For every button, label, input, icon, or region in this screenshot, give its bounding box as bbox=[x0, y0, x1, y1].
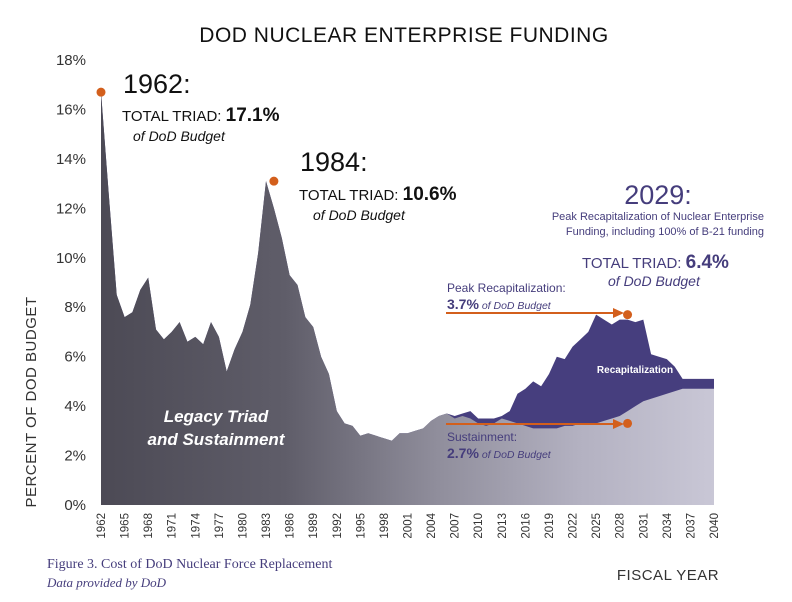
x-tick-label: 2016 bbox=[520, 513, 532, 539]
annotation-1962-sub: of DoD Budget bbox=[133, 128, 226, 144]
chart-areas bbox=[101, 92, 714, 505]
x-tick-label: 1968 bbox=[143, 513, 155, 539]
x-tick-label: 2022 bbox=[568, 513, 580, 539]
peak-recap-label: Peak Recapitalization: bbox=[447, 281, 566, 295]
y-axis-label: PERCENT OF DOD BUDGET bbox=[23, 296, 40, 507]
x-tick-label: 2040 bbox=[709, 513, 721, 539]
legacy-label-line2: and Sustainment bbox=[148, 430, 286, 449]
x-tick-label: 1962 bbox=[96, 513, 108, 539]
x-tick-label: 2010 bbox=[473, 513, 485, 539]
x-tick-label: 1971 bbox=[167, 513, 179, 539]
annotation-marker bbox=[623, 310, 633, 320]
sustainment-label: Sustainment: bbox=[447, 430, 517, 444]
annotation-1984-pct: 10.6% bbox=[403, 184, 457, 205]
peak-recap-arrow bbox=[446, 308, 624, 318]
sustainment-pct: 2.7% bbox=[447, 445, 479, 461]
x-tick-label: 2019 bbox=[544, 513, 556, 539]
annotation-2029-year: 2029: bbox=[624, 180, 692, 210]
chart-title: DOD NUCLEAR ENTERPRISE FUNDING bbox=[199, 24, 608, 47]
annotation-1962-label: TOTAL TRIAD: bbox=[122, 108, 226, 125]
x-tick-label: 2031 bbox=[638, 513, 650, 539]
sustainment-arrow bbox=[446, 419, 624, 429]
x-axis: 1962 1965 1968 1971 1974 1977 1980 1983 1986 1989… bbox=[96, 512, 721, 538]
annotation-2029-total: TOTAL TRIAD: 6.4% bbox=[582, 252, 729, 273]
y-tick-label: 2% bbox=[64, 448, 86, 465]
x-tick-label: 1995 bbox=[355, 513, 367, 539]
annotation-marker bbox=[623, 418, 633, 428]
x-tick-label: 1989 bbox=[308, 513, 320, 539]
x-tick-label: 2037 bbox=[685, 513, 697, 539]
x-tick-label: 1977 bbox=[214, 513, 226, 539]
y-tick-label: 16% bbox=[56, 101, 86, 118]
y-tick-label: 8% bbox=[64, 299, 86, 316]
legacy-label-line1: Legacy Triad bbox=[164, 407, 269, 426]
annotation-1984-year: 1984: bbox=[300, 147, 368, 177]
annotation-2029-label: TOTAL TRIAD: bbox=[582, 255, 686, 272]
x-tick-label: 2007 bbox=[450, 513, 462, 539]
y-tick-label: 0% bbox=[64, 497, 86, 514]
y-tick-label: 14% bbox=[56, 151, 86, 168]
x-tick-label: 1983 bbox=[261, 513, 273, 539]
annotation-1984-total: TOTAL TRIAD: 10.6% bbox=[299, 184, 457, 205]
peak-recap-sub: of DoD Budget bbox=[479, 300, 552, 312]
x-tick-label: 2004 bbox=[426, 512, 438, 538]
x-tick-label: 2034 bbox=[662, 512, 674, 538]
annotation-1962-total: TOTAL TRIAD: 17.1% bbox=[122, 105, 280, 126]
annotation-2029-line2: Funding, including 100% of B-21 funding bbox=[566, 226, 764, 238]
x-tick-label: 1992 bbox=[332, 513, 344, 539]
x-tick-label: 1965 bbox=[120, 513, 132, 539]
x-tick-label: 2013 bbox=[497, 513, 509, 539]
annotation-marker bbox=[269, 176, 279, 186]
peak-recap-value: 3.7% of DoD Budget bbox=[447, 296, 552, 312]
x-tick-label: 1986 bbox=[285, 513, 297, 539]
sustainment-value: 2.7% of DoD Budget bbox=[447, 445, 552, 461]
sustainment-sub: of DoD Budget bbox=[479, 449, 552, 461]
x-axis-label: FISCAL YEAR bbox=[617, 567, 719, 584]
y-tick-label: 12% bbox=[56, 200, 86, 217]
y-tick-label: 18% bbox=[56, 52, 86, 69]
y-tick-label: 10% bbox=[56, 250, 86, 267]
y-tick-label: 4% bbox=[64, 398, 86, 415]
annotation-1984-sub: of DoD Budget bbox=[313, 207, 406, 223]
annotation-2029-line1: Peak Recapitalization of Nuclear Enterpr… bbox=[552, 211, 764, 223]
annotation-markers bbox=[96, 87, 633, 428]
peak-recap-pct: 3.7% bbox=[447, 296, 479, 312]
figure-source: Data provided by DoD bbox=[46, 575, 167, 590]
annotation-1962-year: 1962: bbox=[123, 69, 191, 99]
x-tick-label: 1980 bbox=[237, 513, 249, 539]
x-tick-label: 2025 bbox=[591, 513, 603, 539]
annotation-1962-pct: 17.1% bbox=[226, 105, 280, 126]
y-axis: 0% 2% 4% 6% 8% 10% 12% 14% 16% 18% bbox=[56, 52, 86, 514]
y-tick-label: 6% bbox=[64, 349, 86, 366]
recapitalization-label: Recapitalization bbox=[597, 365, 673, 376]
x-tick-label: 2028 bbox=[615, 513, 627, 539]
x-tick-label: 2001 bbox=[403, 513, 415, 539]
legacy-sustainment-area bbox=[101, 92, 714, 505]
x-tick-label: 1974 bbox=[190, 512, 202, 538]
x-tick-label: 1998 bbox=[379, 513, 391, 539]
figure-caption: Figure 3. Cost of DoD Nuclear Force Repl… bbox=[47, 557, 332, 572]
annotation-1984-label: TOTAL TRIAD: bbox=[299, 187, 403, 204]
annotation-2029-sub: of DoD Budget bbox=[608, 273, 701, 289]
annotation-marker bbox=[96, 87, 106, 97]
annotation-2029-pct: 6.4% bbox=[686, 252, 729, 273]
